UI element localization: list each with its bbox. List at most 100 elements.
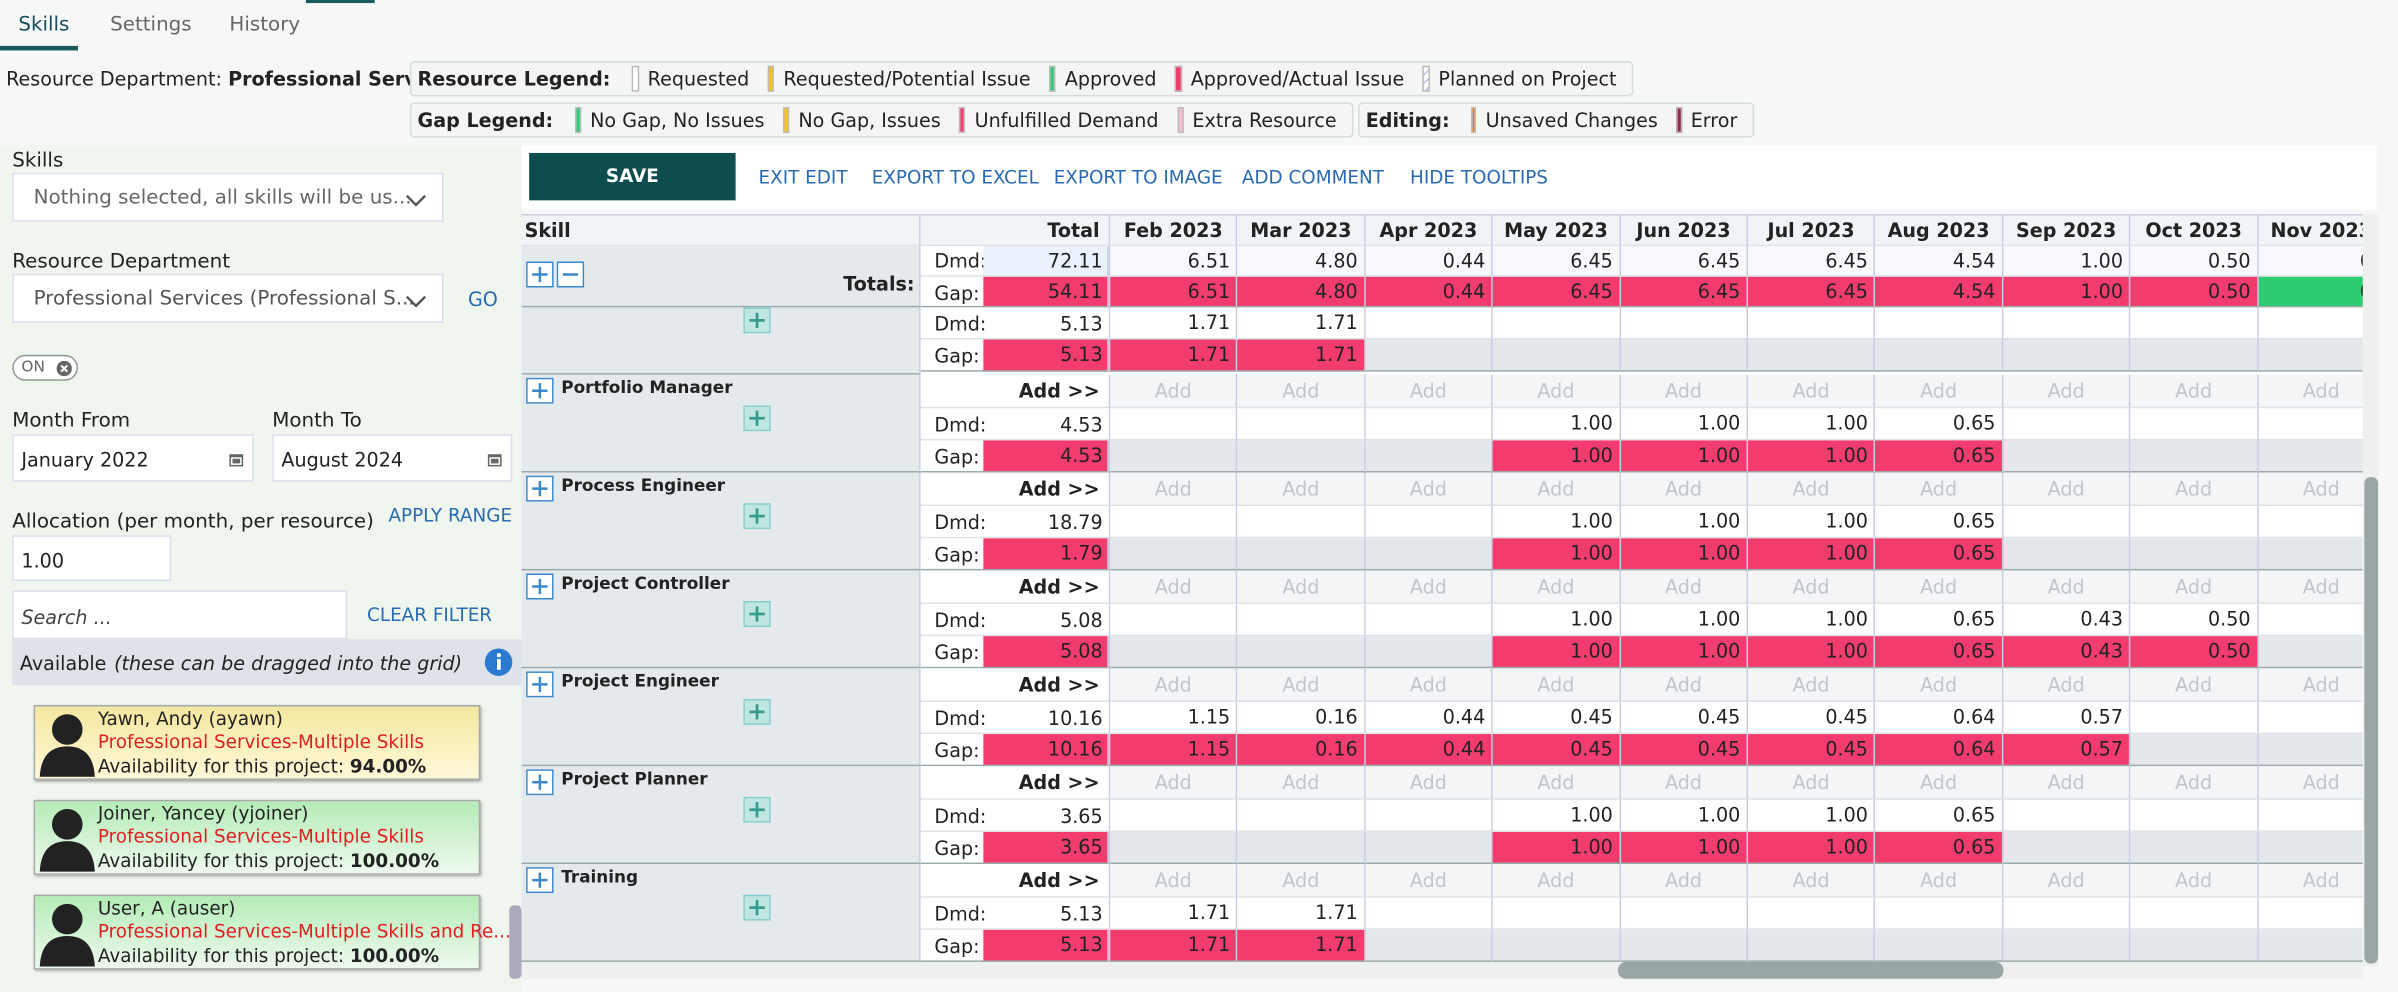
add-cell[interactable]: Add: [1110, 766, 1238, 800]
expand-button[interactable]: [526, 377, 554, 404]
add-cell[interactable]: Add: [1620, 766, 1749, 800]
add-cell[interactable]: Add: [2258, 864, 2363, 898]
add-cell[interactable]: Add: [1237, 668, 1366, 702]
add-cell[interactable]: Add: [2003, 570, 2131, 605]
add-cell[interactable]: Add: [1875, 374, 2004, 409]
add-cell[interactable]: Add: [2258, 374, 2363, 409]
add-cell[interactable]: Add: [1110, 472, 1238, 507]
add-cell[interactable]: Add: [1748, 374, 1876, 409]
add-cell[interactable]: Add: [2003, 766, 2131, 800]
date-input[interactable]: January 2022: [12, 434, 254, 482]
expand-button[interactable]: [526, 867, 554, 894]
add-cell[interactable]: Add: [2130, 570, 2259, 605]
add-cell[interactable]: Add: [1492, 374, 1621, 409]
add-cell[interactable]: Add: [1620, 864, 1749, 898]
expand-button[interactable]: [526, 769, 554, 796]
add-cell[interactable]: Add: [1365, 668, 1493, 702]
add-cell[interactable]: Add: [2258, 766, 2363, 800]
add-cell[interactable]: Add: [1237, 766, 1366, 800]
add-cell[interactable]: Add: [2003, 864, 2131, 898]
add-cell[interactable]: Add: [1110, 864, 1238, 898]
add-resource-button[interactable]: [743, 405, 771, 432]
add-cell[interactable]: Add: [1748, 472, 1876, 507]
add-cell[interactable]: Add: [2130, 864, 2259, 898]
add-cell[interactable]: Add: [1365, 374, 1493, 409]
add-cell[interactable]: Add: [1110, 374, 1238, 409]
info-icon[interactable]: [483, 647, 514, 678]
horizontal-scrollbar-thumb[interactable]: [1618, 961, 2004, 979]
add-cell[interactable]: Add: [1875, 570, 2004, 605]
add-cell[interactable]: Add: [1237, 570, 1366, 605]
add-cell[interactable]: Add: [1365, 472, 1493, 507]
add-cell[interactable]: Add: [2003, 472, 2131, 507]
add-cell[interactable]: Add: [1620, 570, 1749, 605]
tab[interactable]: History: [229, 13, 301, 37]
resource-card[interactable]: Joiner, Yancey (yjoiner) Professional Ser…: [33, 799, 481, 875]
toolbar-link[interactable]: HIDE TOOLTIPS: [1410, 166, 1548, 189]
add-row-total[interactable]: Add >>: [920, 472, 1111, 507]
add-resource-button[interactable]: [743, 894, 771, 921]
expand-button[interactable]: [526, 261, 554, 288]
toolbar-link[interactable]: EXPORT TO EXCEL: [871, 166, 1039, 189]
tab[interactable]: Skills: [18, 13, 70, 37]
add-cell[interactable]: Add: [1620, 374, 1749, 409]
add-cell[interactable]: Add: [1492, 668, 1621, 702]
add-cell[interactable]: Add: [1620, 668, 1749, 702]
add-cell[interactable]: Add: [1748, 864, 1876, 898]
add-cell[interactable]: Add: [2258, 570, 2363, 605]
toolbar-link[interactable]: EXIT EDIT: [758, 166, 848, 189]
add-resource-button[interactable]: [743, 307, 771, 334]
add-cell[interactable]: Add: [1365, 864, 1493, 898]
add-row-total[interactable]: Add >>: [920, 864, 1111, 898]
add-cell[interactable]: Add: [2003, 374, 2131, 409]
add-cell[interactable]: Add: [1110, 570, 1238, 605]
add-cell[interactable]: Add: [2130, 374, 2259, 409]
add-cell[interactable]: Add: [1492, 472, 1621, 507]
toolbar-link[interactable]: ADD COMMENT: [1241, 166, 1384, 189]
add-resource-button[interactable]: [743, 796, 771, 823]
add-cell[interactable]: Add: [1365, 766, 1493, 800]
expand-button[interactable]: [526, 573, 554, 600]
add-cell[interactable]: Add: [2003, 668, 2131, 702]
resource-card[interactable]: User, A (auser) Professional Services-Mul…: [33, 894, 511, 970]
toggle[interactable]: ON: [12, 354, 78, 381]
link-button[interactable]: GO: [467, 287, 498, 311]
date-input[interactable]: August 2024: [272, 434, 513, 482]
search-input[interactable]: Search ...: [12, 590, 348, 640]
add-row-total[interactable]: Add >>: [920, 374, 1111, 409]
expand-button[interactable]: [526, 671, 554, 698]
tab[interactable]: Settings: [110, 13, 192, 37]
add-cell[interactable]: Add: [1620, 472, 1749, 507]
add-cell[interactable]: Add: [1875, 668, 2004, 702]
add-cell[interactable]: Add: [2130, 472, 2259, 507]
add-resource-button[interactable]: [743, 503, 771, 530]
text-input[interactable]: 1.00: [12, 535, 172, 582]
add-cell[interactable]: Add: [1748, 570, 1876, 605]
add-cell[interactable]: Add: [2258, 472, 2363, 507]
add-cell[interactable]: Add: [1748, 668, 1876, 702]
add-resource-button[interactable]: [743, 601, 771, 628]
add-cell[interactable]: Add: [1237, 374, 1366, 409]
add-cell[interactable]: Add: [1237, 472, 1366, 507]
add-row-total[interactable]: Add >>: [920, 668, 1111, 702]
dropdown[interactable]: Nothing selected, all skills will be us.…: [12, 172, 444, 222]
dropdown[interactable]: Professional Services (Professional S...: [12, 273, 444, 323]
add-cell[interactable]: Add: [1237, 864, 1366, 898]
add-cell[interactable]: Add: [1110, 668, 1238, 702]
add-cell[interactable]: Add: [1748, 766, 1876, 800]
add-resource-button[interactable]: [743, 698, 771, 725]
link-button[interactable]: APPLY RANGE: [388, 504, 513, 527]
add-cell[interactable]: Add: [1875, 864, 2004, 898]
add-cell[interactable]: Add: [1875, 766, 2004, 800]
add-cell[interactable]: Add: [2258, 668, 2363, 702]
expand-button[interactable]: [526, 475, 554, 502]
add-cell[interactable]: Add: [1492, 766, 1621, 800]
resource-card[interactable]: Yawn, Andy (ayawn) Professional Services-…: [33, 705, 481, 780]
add-cell[interactable]: Add: [1492, 864, 1621, 898]
add-row-total[interactable]: Add >>: [920, 766, 1111, 800]
save-button[interactable]: SAVE: [529, 152, 736, 201]
link-button[interactable]: CLEAR FILTER: [367, 604, 493, 626]
vertical-scrollbar-thumb[interactable]: [2364, 477, 2379, 964]
collapse-button[interactable]: [556, 261, 585, 288]
toolbar-link[interactable]: EXPORT TO IMAGE: [1053, 166, 1223, 189]
